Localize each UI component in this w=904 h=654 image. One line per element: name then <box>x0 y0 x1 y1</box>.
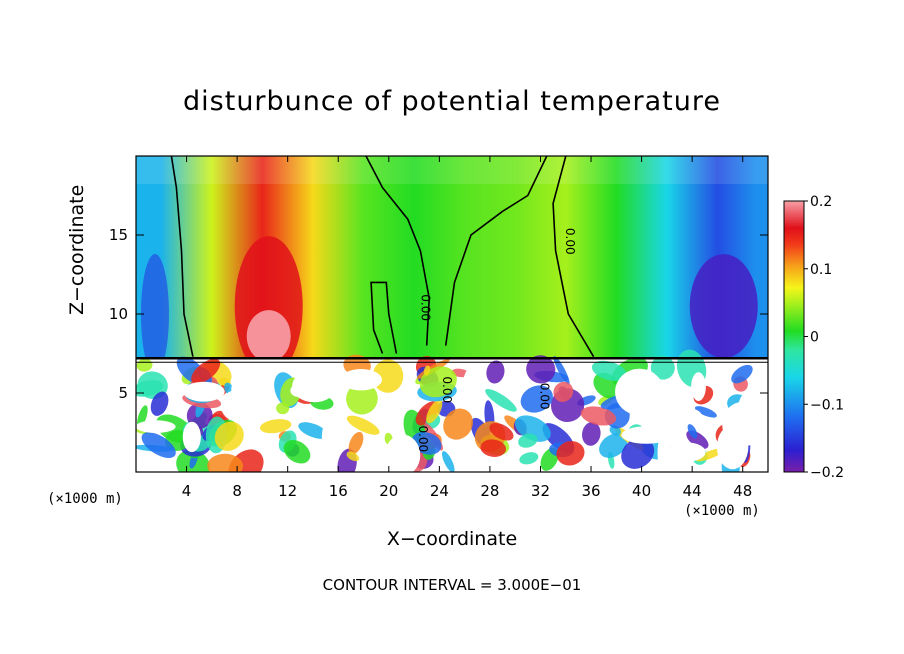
colorbar <box>783 200 805 473</box>
x-tick-label: 44 <box>683 482 702 500</box>
out-of-range-patch <box>716 424 749 470</box>
turbulent-blob <box>346 415 380 435</box>
turbulent-blob <box>346 451 360 462</box>
zero-contour-line <box>444 156 548 346</box>
turbulent-blob <box>419 366 457 398</box>
out-of-range-patch <box>340 369 382 391</box>
out-of-range-patch <box>691 372 706 401</box>
zero-contour-line <box>170 156 194 357</box>
contour-label: 0.00 <box>440 376 454 403</box>
out-of-range-patch <box>321 420 335 457</box>
x-tick-label: 12 <box>278 482 297 500</box>
turbulent-blob <box>442 451 455 472</box>
turbulent-blob <box>485 388 517 412</box>
out-of-range-patch <box>675 408 702 424</box>
turbulent-blob <box>518 433 538 448</box>
turbulent-blob <box>372 359 404 393</box>
cold-core <box>689 254 758 359</box>
cold-edge <box>140 254 169 374</box>
zero-contour-line <box>552 156 595 358</box>
zero-contour-line <box>365 156 431 346</box>
out-of-range-patch <box>234 397 252 412</box>
turbulent-blob <box>276 402 290 415</box>
x-unit-label-left: (×1000 m) <box>47 491 123 507</box>
turbulent-blob <box>486 360 505 384</box>
x-tick-label: 24 <box>430 482 449 500</box>
y-tick-label: 15 <box>109 226 128 244</box>
warm-core-peak <box>246 310 291 363</box>
turbulent-blob <box>582 421 601 446</box>
zero-contour-line <box>370 281 398 354</box>
turbulent-blob <box>423 365 431 376</box>
y-tick-label: 5 <box>118 384 128 402</box>
top-fade <box>136 156 768 184</box>
out-of-range-patch <box>182 421 201 453</box>
out-of-range-patch <box>621 426 672 444</box>
turbulent-blob <box>150 391 169 416</box>
turbulent-blob <box>694 406 717 418</box>
turbulent-blob <box>443 408 473 440</box>
turbulent-blob <box>283 439 311 464</box>
contour-label: 0.00 <box>538 383 552 410</box>
x-tick-label: 20 <box>379 482 398 500</box>
out-of-range-patch <box>183 381 225 402</box>
out-of-range-patch <box>666 442 706 462</box>
colorbar-tick-label: 0.2 <box>810 194 832 210</box>
colorbar-tick-label: 0.1 <box>810 262 832 278</box>
turbulent-blob <box>553 356 570 385</box>
turbulent-blob <box>556 441 585 466</box>
contour-label: 0.00 <box>416 425 430 452</box>
out-of-range-patch <box>737 394 751 438</box>
x-tick-label: 8 <box>232 482 242 500</box>
x-tick-label: 28 <box>480 482 499 500</box>
turbulent-blob <box>591 360 627 381</box>
turbulent-blob <box>298 422 329 439</box>
turbulent-blob <box>731 364 753 384</box>
turbulent-blob <box>520 385 553 413</box>
turbulent-blob <box>489 423 514 441</box>
colorbar-tick-label: 0 <box>810 330 819 346</box>
turbulent-blob <box>580 406 617 426</box>
turbulent-blob <box>214 421 244 451</box>
turbulent-blob <box>137 405 148 428</box>
turbulent-blob <box>519 452 539 465</box>
chart-title: disturbunce of potential temperature <box>183 86 721 117</box>
contour-label: 0.00 <box>563 228 577 255</box>
upper-field <box>136 156 768 359</box>
turbulent-blob <box>346 382 378 415</box>
y-axis-label: Z−coordinate <box>66 184 88 315</box>
out-of-range-patch <box>292 370 337 403</box>
turbulent-blob <box>259 419 292 434</box>
contour-label: 0.00 <box>419 294 433 321</box>
turbulent-blob <box>553 381 574 402</box>
x-tick-label: 16 <box>329 482 348 500</box>
turbulent-blob <box>621 437 655 469</box>
x-axis-label: X−coordinate <box>386 528 518 550</box>
turbulent-blob <box>426 399 443 424</box>
x-tick-label: 48 <box>733 482 752 500</box>
turbulent-blob <box>599 433 628 458</box>
turbulent-blob <box>695 448 724 462</box>
colorbar-tick-label: −0.1 <box>810 397 844 413</box>
turbulent-blob <box>207 453 244 472</box>
contour-interval-note: CONTOUR INTERVAL = 3.000E−01 <box>322 576 582 594</box>
turbulent-blob <box>687 424 698 439</box>
x-tick-label: 4 <box>182 482 192 500</box>
x-unit-label-right: (×1000 m) <box>684 503 760 519</box>
turbulent-blob <box>480 439 507 457</box>
out-of-range-patch <box>384 434 421 472</box>
x-tick-label: 36 <box>581 482 600 500</box>
out-of-range-patch <box>136 420 176 434</box>
x-tick-label: 40 <box>632 482 651 500</box>
turbulent-blob <box>348 431 364 455</box>
turbulent-blob <box>141 432 176 458</box>
turbulent-blob <box>191 358 221 384</box>
x-tick-label: 32 <box>531 482 550 500</box>
y-tick-label: 10 <box>109 305 128 323</box>
out-of-range-patch <box>463 366 486 400</box>
out-of-range-patch <box>615 368 664 416</box>
colorbar-tick-label: −0.2 <box>810 465 844 481</box>
